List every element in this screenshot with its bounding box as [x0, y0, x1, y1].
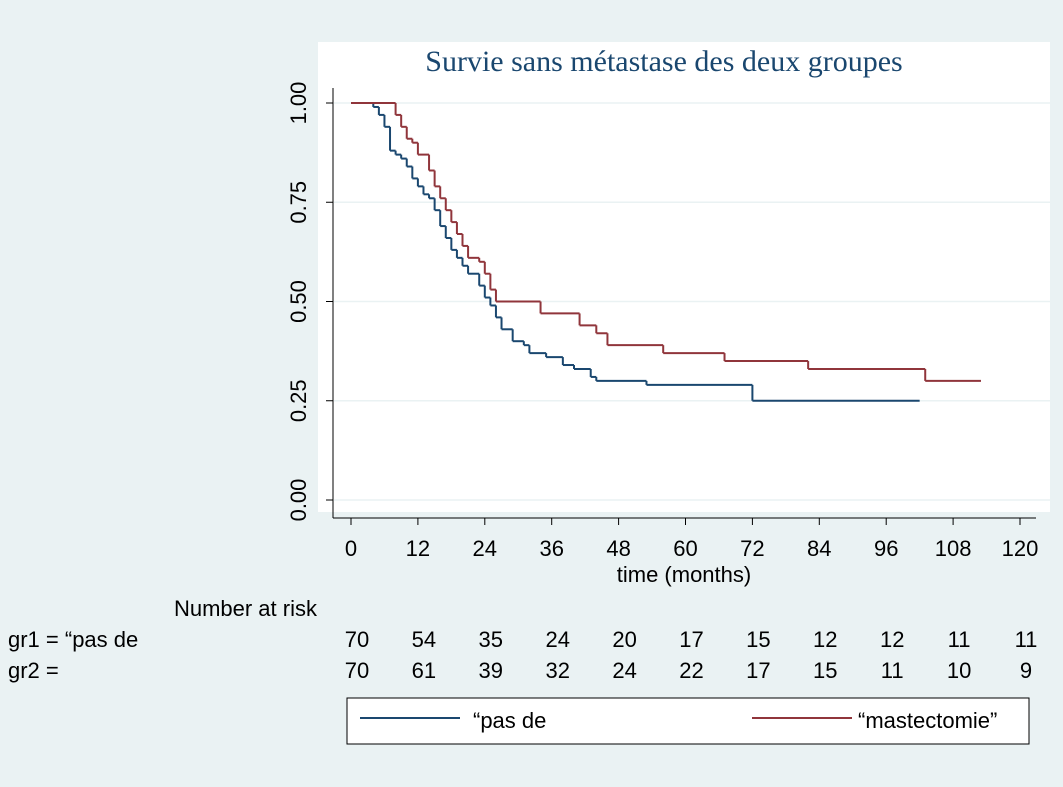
chart-title: Survie sans métastase des deux groupes	[425, 45, 902, 78]
risk-count: 17	[746, 658, 770, 683]
risk-count: 12	[880, 627, 904, 652]
x-tick-label: 24	[473, 536, 497, 561]
risk-count: 15	[813, 658, 837, 683]
x-axis-title: time (months)	[617, 562, 751, 587]
risk-table-title: Number at risk	[174, 596, 318, 621]
risk-count: 70	[345, 627, 369, 652]
risk-count: 70	[345, 658, 369, 683]
legend-label: “mastectomie”	[858, 708, 997, 733]
y-tick-label: 1.00	[286, 82, 311, 125]
risk-count: 15	[746, 627, 770, 652]
risk-count: 9	[1020, 658, 1032, 683]
x-tick-label: 72	[740, 536, 764, 561]
risk-count: 10	[947, 658, 971, 683]
risk-count: 17	[679, 627, 703, 652]
risk-count: 11	[948, 627, 971, 652]
y-tick-label: 0.25	[286, 379, 311, 422]
legend-label: “pas de	[473, 708, 546, 733]
plot-region	[318, 42, 1050, 512]
x-tick-label: 12	[406, 536, 430, 561]
risk-count: 35	[479, 627, 503, 652]
risk-count: 39	[479, 658, 503, 683]
x-tick-label: 0	[345, 536, 357, 561]
x-tick-label: 120	[1002, 536, 1039, 561]
risk-count: 11	[881, 658, 904, 683]
risk-count: 12	[813, 627, 837, 652]
x-tick-label: 48	[606, 536, 630, 561]
risk-count: 22	[679, 658, 703, 683]
risk-count: 24	[545, 627, 569, 652]
risk-row-label: gr2 =	[8, 658, 59, 683]
risk-count: 54	[412, 627, 436, 652]
risk-row-label: gr1 = “pas de	[8, 627, 138, 652]
y-tick-label: 0.50	[286, 280, 311, 323]
x-tick-label: 84	[807, 536, 831, 561]
y-tick-label: 0.00	[286, 479, 311, 522]
legend	[346, 697, 1030, 745]
x-tick-label: 108	[935, 536, 972, 561]
x-tick-label: 60	[673, 536, 697, 561]
x-tick-label: 96	[874, 536, 898, 561]
risk-count: 20	[612, 627, 636, 652]
risk-count: 11	[1015, 627, 1038, 652]
risk-count: 61	[412, 658, 436, 683]
x-tick-label: 36	[539, 536, 563, 561]
risk-count: 24	[612, 658, 636, 683]
risk-count: 32	[545, 658, 569, 683]
y-tick-label: 0.75	[286, 181, 311, 224]
